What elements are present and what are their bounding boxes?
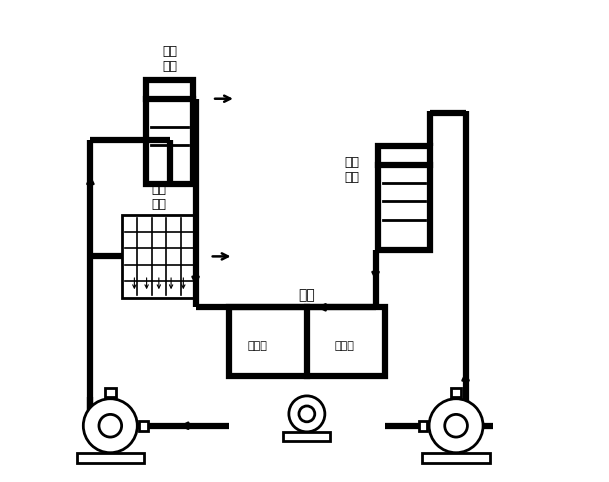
Bar (77, 453, 144, 463)
Text: 蒸發器: 蒸發器 (247, 341, 267, 351)
Text: 冷凝器: 冷凝器 (335, 341, 354, 351)
Circle shape (289, 396, 325, 432)
Circle shape (299, 406, 315, 422)
Bar (418, 420, 427, 431)
Circle shape (445, 415, 468, 437)
Bar (283, 432, 330, 442)
Text: 膨脹
水箱: 膨脹 水箱 (162, 45, 177, 73)
Bar (422, 453, 490, 463)
Text: 主機: 主機 (298, 289, 315, 303)
Text: 風機
盤管: 風機 盤管 (152, 183, 167, 211)
Bar (229, 308, 385, 376)
Circle shape (83, 399, 137, 453)
Bar (105, 388, 116, 397)
Bar (378, 146, 430, 251)
Text: 冷却
水塔: 冷却 水塔 (344, 156, 359, 184)
Bar (122, 215, 195, 298)
Circle shape (99, 415, 122, 437)
Circle shape (429, 399, 483, 453)
Bar (451, 388, 461, 397)
Bar (139, 420, 148, 431)
Bar (146, 80, 193, 184)
